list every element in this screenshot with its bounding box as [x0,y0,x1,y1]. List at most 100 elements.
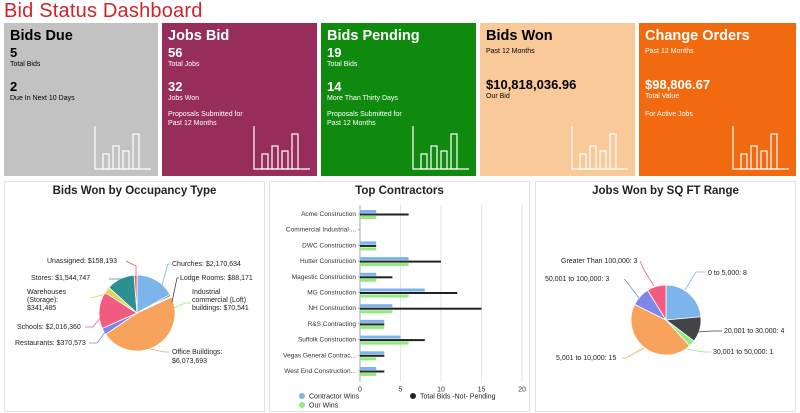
tile-change-orders[interactable]: Change Orders Past 12 Months $98,806.67 … [639,23,796,176]
label-50k-100k: 50,001 to 100,000: 3 [545,276,609,283]
label-industrial-3: buildings: $70,541 [192,305,249,312]
bar-total-bids-not-pending[interactable] [360,244,377,247]
label-office-2: $6,073,693 [172,358,207,365]
bar-total-bids-not-pending[interactable] [360,276,393,279]
bar-contractor-wins[interactable] [360,288,425,292]
category-label: Acme Construction [301,211,356,218]
bar-contractor-wins[interactable] [360,257,409,261]
pie-slice-unassigned[interactable] [133,274,138,314]
pie-slice-greater-than-100-000[interactable] [647,284,667,322]
leader-line [171,277,179,303]
bids-won-period: Past 12 Months [486,48,535,55]
chart-title: Bids Won by Occupancy Type [52,185,217,197]
leader-line [685,348,711,353]
bar-our-wins[interactable] [360,325,385,329]
change-orders-label: Total Value [645,93,680,100]
category-label: West End Construction... [284,368,356,375]
panel-occupancy: Bids Won by Occupancy Type Unassigned: $… [4,181,265,412]
leader-line [622,347,645,359]
bids-due-next10-label: Due In Next 10 Days [10,95,75,102]
bar-our-wins[interactable] [360,341,409,345]
bar-chart-icon [571,126,628,170]
bids-won-label: Our Bid [486,93,510,100]
bids-pending-30days: 14 [327,79,342,94]
label-unassigned: Unassigned: $158,193 [47,258,117,265]
chart-title: Jobs Won by SQ FT Range [592,185,739,197]
label-warehouses-1: Warehouses [27,289,67,296]
label-warehouses-3: $341,485 [27,305,56,312]
leader-line [149,348,170,353]
bids-pending-total-label: Total Bids [327,61,358,68]
bar-contractor-wins[interactable] [360,335,401,339]
leader-line [173,302,191,309]
bar-contractor-wins[interactable] [360,210,377,213]
category-label: Suffolk Construction [298,337,356,344]
label-industrial-1: Industrial [192,289,221,296]
label-stores: Stores: $1,544,747 [31,275,90,282]
panel-sqft: Jobs Won by SQ FT Range Greater Than 100… [535,181,796,412]
bar-total-bids-not-pending[interactable] [360,307,482,310]
occupancy-pie-chart: Unassigned: $158,193 Stores: $1,544,747 … [15,258,253,365]
bar-our-wins[interactable] [360,357,377,361]
bids-won-value: $10,818,036.96 [486,77,577,92]
bar-total-bids-not-pending[interactable] [360,292,458,294]
tile-bids-due[interactable]: Bids Due 5 Total Bids 2 Due In Next 10 D… [4,23,158,176]
pie-slice-5-001-to-10-000[interactable] [630,303,691,356]
bar-chart-icon [732,126,789,170]
bar-contractor-wins[interactable] [360,304,393,308]
page-title: Bid Status Dashboard [4,0,203,22]
bar-our-wins[interactable] [360,294,409,298]
bar-our-wins[interactable] [360,278,377,282]
bar-contractor-wins[interactable] [360,319,385,323]
panel-top-contractors: Top Contractors Acme Construction Commerc… [269,181,530,412]
bar-our-wins[interactable] [360,263,409,267]
bar-our-wins[interactable] [360,216,377,219]
bar-chart-icon [412,126,469,170]
proposals-note: Proposals Submitted for [327,111,402,118]
x-tick-label: 15 [478,387,486,394]
tile-bids-pending[interactable]: Bids Pending 19 Total Bids 14 More Than … [321,23,476,176]
label-schools: Schools: $2,016,360 [17,324,81,331]
legend-contractor-wins[interactable]: Contractor Wins [309,394,360,401]
tile-jobs-bid[interactable]: Jobs Bid 56 Total Jobs 32 Jobs Won Propo… [162,23,317,176]
bar-contractor-wins[interactable] [360,272,377,276]
leader-line [623,278,640,299]
bar-our-wins[interactable] [360,310,393,314]
label-restaurants: Restaurants: $370,573 [15,340,86,347]
bar-contractor-wins[interactable] [360,241,377,245]
leader-line [684,271,706,291]
category-label: R&S Contracting [308,321,357,328]
bids-pending-total: 19 [327,45,342,60]
legend-our-wins[interactable]: Our Wins [309,403,339,410]
pie-slice-office-buildings[interactable] [105,296,176,352]
leader-line [89,330,107,344]
bar-total-bids-not-pending[interactable] [360,323,385,326]
leader-line [639,260,655,287]
bar-total-bids-not-pending[interactable] [360,213,409,216]
category-label: Vegas General Contrac... [283,352,356,359]
bar-total-bids-not-pending[interactable] [360,354,385,357]
bar-total-bids-not-pending[interactable] [360,260,441,263]
pie-slice-0-to-5-000[interactable] [665,284,702,321]
bar-our-wins[interactable] [360,247,377,251]
label-20k-30k: 20,001 to 30,000: 4 [724,328,784,335]
jobs-won: 32 [168,79,183,94]
label-churches: Churches: $2,170,634 [172,261,241,268]
jobs-bid-total: 56 [168,45,183,60]
leader-line [90,291,114,299]
bids-due-total-label: Total Bids [10,61,41,68]
tile-bids-won[interactable]: Bids Won Past 12 Months $10,818,036.96 O… [480,23,635,176]
bar-our-wins[interactable] [360,373,377,376]
bar-total-bids-not-pending[interactable] [360,339,425,342]
change-orders-period: Past 12 Months [645,48,694,55]
leader-line [85,317,101,328]
bar-total-bids-not-pending[interactable] [360,370,385,373]
category-label: NH Construction [308,305,356,312]
bar-contractor-wins[interactable] [360,367,377,370]
tile-title: Jobs Bid [168,28,230,44]
bar-contractor-wins[interactable] [360,351,385,355]
legend-total-bids[interactable]: Total Bids -Not- Pending [420,394,496,401]
category-label: Magestic Construction [292,274,357,281]
leader-line [109,276,132,280]
x-tick-label: 0 [358,387,362,394]
